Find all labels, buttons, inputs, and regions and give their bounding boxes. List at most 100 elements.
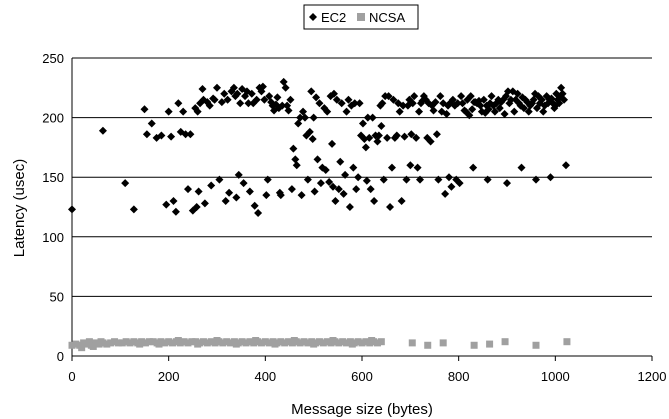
ncsa-point: [174, 337, 182, 345]
ec2-point: [384, 92, 393, 101]
ec2-point: [453, 99, 462, 108]
ec2-point: [407, 130, 416, 139]
ec2-point: [313, 155, 322, 164]
ncsa-point: [470, 341, 478, 349]
ncsa-point: [118, 339, 126, 347]
x-tick-label: 0: [68, 369, 75, 384]
ec2-point: [447, 182, 456, 191]
ec2-point: [370, 197, 379, 206]
ncsa-point: [111, 338, 119, 346]
ec2-point: [331, 197, 340, 206]
ncsa-point: [89, 342, 97, 350]
ncsa-point: [130, 338, 138, 346]
ncsa-point: [136, 340, 144, 348]
ncsa-point: [141, 339, 149, 347]
ec2-point: [258, 82, 267, 91]
ec2-point: [410, 92, 419, 101]
ec2-point: [476, 101, 485, 110]
ncsa-point: [232, 340, 240, 348]
ec2-point: [315, 99, 324, 108]
ec2-point: [207, 181, 216, 190]
ec2-point: [262, 191, 271, 200]
ec2-point: [503, 179, 511, 188]
ec2-point: [316, 179, 325, 188]
x-tick-label: 400: [254, 369, 276, 384]
ncsa-point: [184, 339, 192, 347]
ec2-point: [309, 113, 318, 122]
y-tick-label: 200: [42, 111, 64, 126]
ec2-point: [171, 207, 180, 216]
ec2-point: [252, 95, 261, 104]
ncsa-point: [155, 340, 163, 348]
ncsa-point: [290, 337, 298, 345]
ec2-point: [556, 92, 565, 101]
ncsa-point: [72, 340, 80, 348]
ec2-point: [412, 133, 421, 142]
ec2-point: [500, 110, 509, 119]
ec2-point: [363, 113, 372, 122]
ec2-point: [426, 137, 435, 146]
ncsa-point: [377, 338, 385, 346]
ec2-point: [174, 99, 183, 108]
y-axis-title: Latency (usec): [11, 159, 28, 257]
ncsa-point: [563, 338, 571, 346]
ec2-point: [505, 99, 514, 108]
ec2-point: [362, 176, 371, 185]
ec2-point: [254, 208, 263, 217]
ec2-point: [213, 83, 221, 92]
ec2-point: [239, 179, 248, 188]
ec2-point: [217, 98, 226, 107]
ncsa-point: [207, 338, 215, 346]
ec2-point: [546, 173, 555, 182]
ncsa-point: [319, 339, 327, 347]
ec2-point: [402, 175, 411, 184]
ec2-point: [342, 107, 351, 116]
ec2-point: [506, 95, 515, 104]
ncsa-point: [97, 338, 105, 346]
ec2-point: [379, 175, 388, 184]
ec2-point: [303, 175, 312, 184]
ec2-point: [432, 130, 441, 139]
ec2-point: [524, 107, 533, 116]
ec2-point: [442, 110, 451, 119]
ec2-point: [296, 113, 305, 122]
ec2-point: [299, 107, 308, 116]
ec2-point: [198, 84, 207, 93]
ec2-point: [517, 163, 526, 172]
ncsa-point: [265, 339, 273, 347]
ec2-point: [377, 121, 386, 130]
ec2-point: [273, 93, 282, 102]
series-ncsa: [68, 337, 571, 352]
ec2-point: [220, 89, 229, 98]
ec2-point: [436, 92, 445, 101]
ec2-point: [483, 175, 492, 184]
ec2-point: [441, 189, 450, 198]
ec2-point: [167, 132, 176, 141]
ncsa-point: [261, 338, 269, 346]
ec2-point: [455, 179, 464, 188]
ec2-point: [358, 119, 367, 128]
ncsa-point: [304, 339, 312, 347]
ec2-point: [532, 175, 540, 184]
ec2-point: [279, 77, 288, 86]
ec2-point: [406, 161, 415, 170]
ncsa-point: [310, 340, 318, 348]
ec2-point: [469, 163, 478, 172]
ncsa-point: [439, 339, 447, 347]
ec2-point: [519, 104, 528, 113]
ncsa-point: [188, 338, 196, 346]
ec2-point: [275, 188, 284, 197]
ec2-point: [263, 175, 272, 184]
ec2-point: [350, 99, 359, 108]
ec2-point: [291, 155, 300, 164]
ncsa-point: [486, 340, 494, 348]
ncsa-point: [165, 338, 173, 346]
ec2-point: [395, 107, 404, 116]
ncsa-point: [114, 339, 122, 347]
ec2-point: [223, 95, 232, 104]
ncsa-point: [300, 338, 308, 346]
ncsa-point: [281, 339, 289, 347]
ec2-point: [244, 99, 253, 108]
ec2-point: [281, 83, 290, 92]
